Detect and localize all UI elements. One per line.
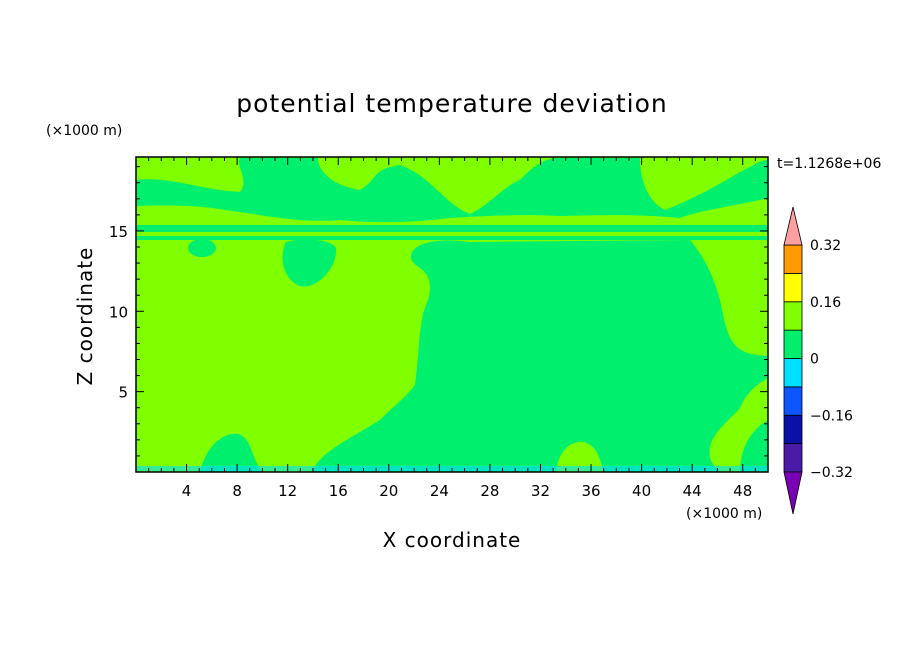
colorbar-extend-max [783,206,803,246]
bottom-right-region [740,420,768,472]
colorbar-label: 0.32 [810,238,841,254]
colorbar-bin [783,329,803,359]
colorbar-label: 0.16 [810,295,841,311]
y-tick-label: 10 [109,303,128,321]
x-tick-label: 48 [733,482,752,500]
contour-field [136,157,768,472]
x-tick-label: 4 [182,482,192,500]
x-tick-label: 20 [379,482,398,500]
colorbar-extend-min [783,471,803,515]
x-axis-label: X coordinate [383,528,522,552]
colorbar-bin [783,386,803,416]
x-tick-label: 36 [581,482,600,500]
y-tick-label: 5 [118,384,128,402]
colorbar-label: −0.16 [810,408,853,424]
x-tick-label: 16 [329,482,348,500]
time-label: t=1.1268e+06 [777,156,881,172]
upper-band-region [136,158,768,223]
x-tick-label: 44 [683,482,702,500]
x-tick-label: 40 [632,482,651,500]
colorbar-label: 0 [810,352,819,368]
thin-band [136,225,768,232]
chart-title: potential temperature deviation [236,89,667,118]
bottom-blob-left [200,433,262,472]
colorbar-bin [783,358,803,388]
x-tick-label: 8 [232,482,242,500]
thin-band-2 [136,236,768,240]
bottom-blob-right [556,441,604,472]
main-negative-region [312,240,768,472]
x-unit-label: (×1000 m) [686,506,762,522]
colorbar-bin [783,244,803,274]
blob-left [188,239,216,257]
y-tick-label: 15 [109,223,128,241]
x-tick-label: 28 [480,482,499,500]
x-tick-label: 32 [531,482,550,500]
colorbar-bin [783,301,803,331]
x-tick-label: 12 [278,482,297,500]
x-tick-label: 24 [430,482,449,500]
colorbar-bin [783,414,803,445]
blob-mid [282,239,337,287]
colorbar-bin [783,272,803,303]
colorbar-label: −0.32 [810,465,853,481]
colorbar-bin [783,443,803,473]
y-axis-label: Z coordinate [73,247,97,386]
y-unit-label: (×1000 m) [46,123,122,139]
colorbar: 0.32 0.16 0 −0.16 −0.32 [783,206,853,515]
